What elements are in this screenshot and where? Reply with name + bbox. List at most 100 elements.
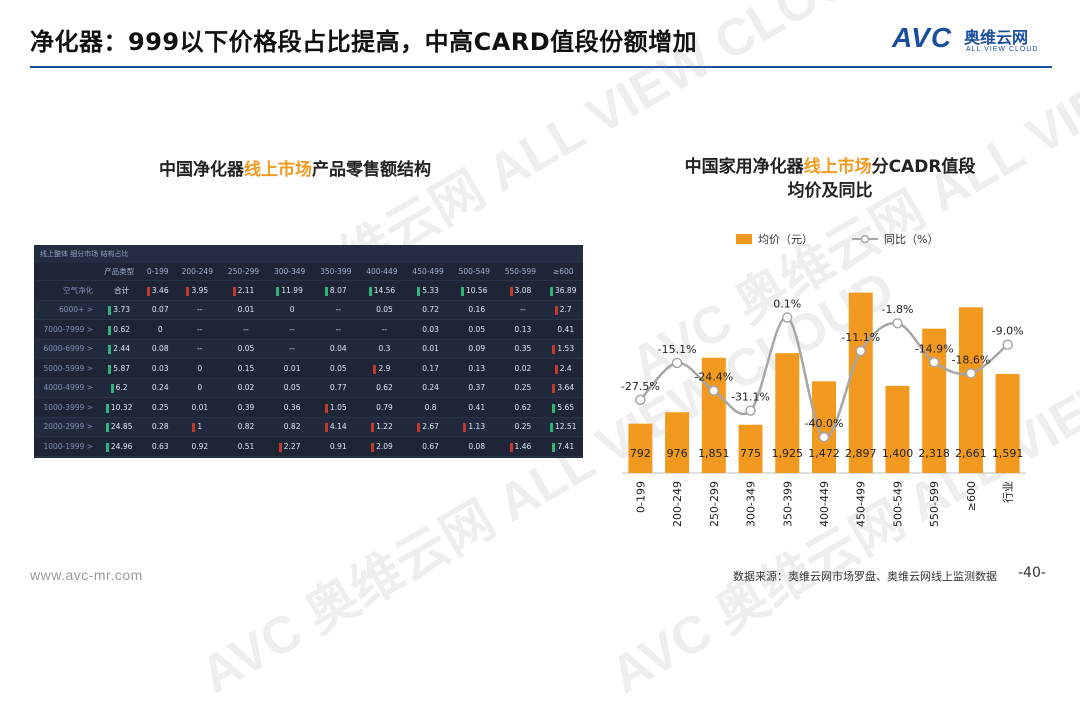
table-cell: 0.67 xyxy=(405,436,452,456)
table-cell: 0.17 xyxy=(220,455,267,458)
table-cell: 24.96 xyxy=(97,436,142,456)
cell-indicator xyxy=(371,423,375,433)
table-row: 2000-2999 >24.85 0.28 1 0.82 0.82 4.14 1.22 2.6… xyxy=(34,416,583,437)
table-cell: 2.9 xyxy=(358,358,406,378)
table-cell: 0.01 xyxy=(174,397,221,417)
table-header-cell: 250-299 xyxy=(227,267,260,276)
table-cell: 0.13 xyxy=(497,319,544,339)
row-label: 1000-1999 > xyxy=(34,436,97,456)
line-point xyxy=(928,357,940,368)
x-tick-label: 0-199 xyxy=(634,481,647,513)
table-cell: 0.37 xyxy=(451,377,498,398)
table-cell: -- xyxy=(358,319,406,339)
table-cell: 0.08 xyxy=(141,338,175,359)
table-cell: 6.2 xyxy=(97,377,142,398)
table-cell: 0.51 xyxy=(220,436,267,456)
table-cell: 2.09 xyxy=(358,436,406,456)
table-cell: 2.27 xyxy=(266,436,313,456)
cell-indicator xyxy=(324,423,328,433)
table-cell: 0.63 xyxy=(141,436,175,456)
x-tick-label: 450-499 xyxy=(855,481,868,527)
header-divider xyxy=(30,66,1052,68)
bar-value-label: 2,661 xyxy=(955,447,987,460)
table-cell: 0 xyxy=(174,377,221,398)
cell-indicator xyxy=(105,423,109,433)
cell-indicator xyxy=(461,286,464,296)
table-cell: -- xyxy=(266,319,313,339)
table-cell: 1.80 xyxy=(141,455,175,458)
table-cell: 0.25 xyxy=(497,377,544,398)
table-cell: 0.41 xyxy=(451,397,498,417)
cell-indicator xyxy=(373,364,377,374)
table-cell: 0.17 xyxy=(405,358,452,378)
table-cell: 1.46 xyxy=(497,436,544,456)
cell-indicator xyxy=(368,286,372,296)
table-row: 1000-1999 >24.96 0.63 0.92 0.51 2.27 0.91 2.09… xyxy=(34,436,583,456)
brand-en: ALL VIEW CLOUD xyxy=(966,46,1039,53)
table-cell: 0.05 xyxy=(358,299,406,320)
bar xyxy=(775,353,800,473)
x-tick-label: 400-449 xyxy=(818,481,831,527)
legend-line-label: 同比（%） xyxy=(884,233,938,246)
data-source: 数据来源：奥维云网市场罗盘、奥维云网线上监测数据 xyxy=(733,570,997,583)
table-cell: 0.16 xyxy=(451,299,498,320)
table-cell: 0.07 xyxy=(141,299,175,320)
table-header-cell: 400-449 xyxy=(366,267,398,276)
table-cell: 10.56 xyxy=(451,280,498,300)
table-cell: 3.73 xyxy=(97,299,142,320)
table-cell: 0.79 xyxy=(358,397,406,417)
table-cell: 5.33 xyxy=(405,280,452,300)
table-cell: -- xyxy=(312,299,359,320)
cell-indicator xyxy=(105,403,109,413)
cell-indicator xyxy=(186,286,190,296)
cell-indicator xyxy=(371,442,375,452)
line-value-label: 0.1% xyxy=(773,298,801,311)
table-cell: 5.87 xyxy=(97,358,142,378)
line-point xyxy=(708,385,720,396)
table-cell: 0.13 xyxy=(451,358,498,378)
right-chart-title: 中国家用净化器线上市场分CADR值段 均价及同比 xyxy=(684,157,976,201)
line-value-label: -24.4% xyxy=(694,371,733,384)
table-cell: 0.39 xyxy=(220,397,267,417)
table-cell: 0.62 xyxy=(497,397,544,417)
page-number: -40- xyxy=(1018,565,1046,581)
cell-indicator xyxy=(417,286,421,296)
bar xyxy=(848,292,873,473)
table-header-cell: 550-599 xyxy=(504,267,537,276)
table-cell: 0.47 xyxy=(266,455,313,458)
table-cell: 3.64 xyxy=(543,377,583,398)
table-cell: 6.58 xyxy=(358,455,406,458)
brand-cn: 奥维云网 xyxy=(964,28,1029,47)
table-header-cell: 产品类型 xyxy=(104,267,135,276)
page-title: 净化器：999以下价格段占比提高，中高CARD值段份额增加 xyxy=(30,28,698,56)
table-cell: 0.24 xyxy=(141,377,175,398)
table-cell: 11.99 xyxy=(266,280,313,300)
cell-indicator xyxy=(232,286,236,296)
line-value-label: -1.8% xyxy=(881,303,913,316)
table-cell: -- xyxy=(174,299,221,320)
table-cell: -- xyxy=(174,338,221,359)
line-point xyxy=(855,345,866,357)
line-value-label: -15.1% xyxy=(658,343,697,356)
table-header-cell: 200-249 xyxy=(181,267,213,276)
table-cell: 0.02 xyxy=(497,358,544,378)
bar xyxy=(701,357,726,473)
table-cell: 1 xyxy=(174,416,221,437)
x-tick-label: 500-549 xyxy=(891,481,904,527)
table-corner xyxy=(34,263,97,281)
table-cell: 0.63 xyxy=(543,455,583,458)
cell-indicator xyxy=(550,286,553,296)
table-cell: 1.53 xyxy=(543,338,583,359)
table-cell: 0 xyxy=(497,455,544,458)
table-cell: 0 xyxy=(141,319,175,339)
table-cell: 5.65 xyxy=(543,397,583,417)
line-point xyxy=(818,431,830,443)
table-row: 4000-4999 >6.2 0.24 0 0.02 0.05 0.77 0.62 0.24 0… xyxy=(34,377,583,398)
cell-indicator xyxy=(463,423,467,433)
table-header-cell: 350-399 xyxy=(320,267,352,276)
x-tick-label: 300-349 xyxy=(745,481,758,527)
table-cell: -- xyxy=(174,319,221,339)
table-cell: 7.41 xyxy=(543,436,583,456)
table-cell: 0.92 xyxy=(174,436,221,456)
x-tick-label: 550-599 xyxy=(928,481,941,527)
